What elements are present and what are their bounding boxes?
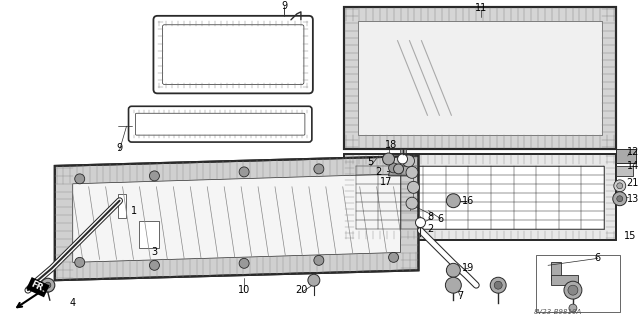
Circle shape <box>406 167 418 178</box>
Circle shape <box>408 181 419 193</box>
Polygon shape <box>388 166 413 176</box>
Polygon shape <box>344 154 616 241</box>
Polygon shape <box>551 275 578 285</box>
Circle shape <box>388 252 399 262</box>
Text: 18: 18 <box>385 140 397 150</box>
Circle shape <box>406 197 418 209</box>
Polygon shape <box>399 149 406 153</box>
Circle shape <box>403 155 415 167</box>
Circle shape <box>239 167 249 177</box>
Text: 8V23-B9810A: 8V23-B9810A <box>534 309 582 315</box>
Text: 2: 2 <box>376 167 381 177</box>
Text: 14: 14 <box>627 161 639 171</box>
Text: 8: 8 <box>428 211 433 222</box>
Circle shape <box>490 277 506 293</box>
Text: 4: 4 <box>70 298 76 308</box>
Text: 13: 13 <box>627 194 639 204</box>
Circle shape <box>446 263 460 277</box>
Circle shape <box>494 281 502 289</box>
Circle shape <box>75 257 84 267</box>
Text: 9: 9 <box>281 1 287 11</box>
Polygon shape <box>55 156 419 280</box>
Polygon shape <box>616 149 636 163</box>
Circle shape <box>314 256 324 265</box>
Text: 10: 10 <box>238 285 250 295</box>
Text: 9: 9 <box>116 143 123 153</box>
Circle shape <box>397 154 408 164</box>
Text: FR.: FR. <box>29 280 47 294</box>
Circle shape <box>569 304 577 312</box>
Text: 17: 17 <box>380 177 393 187</box>
Text: 1: 1 <box>131 206 138 216</box>
Text: 16: 16 <box>462 196 474 206</box>
Circle shape <box>41 278 55 292</box>
Polygon shape <box>140 221 159 249</box>
Circle shape <box>612 192 627 206</box>
Text: 5: 5 <box>367 157 374 167</box>
Circle shape <box>45 282 51 288</box>
Text: 2: 2 <box>428 224 433 234</box>
Circle shape <box>564 281 582 299</box>
Text: 6: 6 <box>595 253 601 263</box>
Text: 3: 3 <box>152 248 157 257</box>
Circle shape <box>445 277 461 293</box>
Polygon shape <box>536 256 620 312</box>
Text: 12: 12 <box>627 147 639 157</box>
FancyBboxPatch shape <box>163 25 304 85</box>
Circle shape <box>394 164 404 174</box>
Circle shape <box>617 183 623 189</box>
Polygon shape <box>551 262 561 280</box>
Text: 19: 19 <box>462 263 474 273</box>
Circle shape <box>383 153 395 165</box>
Text: 21: 21 <box>627 178 639 188</box>
Text: 11: 11 <box>475 3 488 13</box>
Circle shape <box>308 274 320 286</box>
Circle shape <box>150 260 159 270</box>
Text: 15: 15 <box>623 232 636 241</box>
Circle shape <box>446 194 460 208</box>
Circle shape <box>568 285 578 295</box>
Polygon shape <box>73 174 401 262</box>
Circle shape <box>239 258 249 268</box>
FancyBboxPatch shape <box>136 113 305 135</box>
Circle shape <box>415 218 426 227</box>
Circle shape <box>150 171 159 181</box>
Text: 6: 6 <box>437 214 444 224</box>
Polygon shape <box>616 166 633 176</box>
Text: 20: 20 <box>296 285 308 295</box>
Polygon shape <box>356 166 604 228</box>
Circle shape <box>614 180 626 192</box>
Polygon shape <box>118 194 125 218</box>
Circle shape <box>388 163 399 173</box>
Text: 7: 7 <box>457 291 463 301</box>
Circle shape <box>314 164 324 174</box>
Circle shape <box>617 196 623 202</box>
Polygon shape <box>344 7 616 149</box>
Circle shape <box>75 174 84 184</box>
Polygon shape <box>358 21 602 135</box>
